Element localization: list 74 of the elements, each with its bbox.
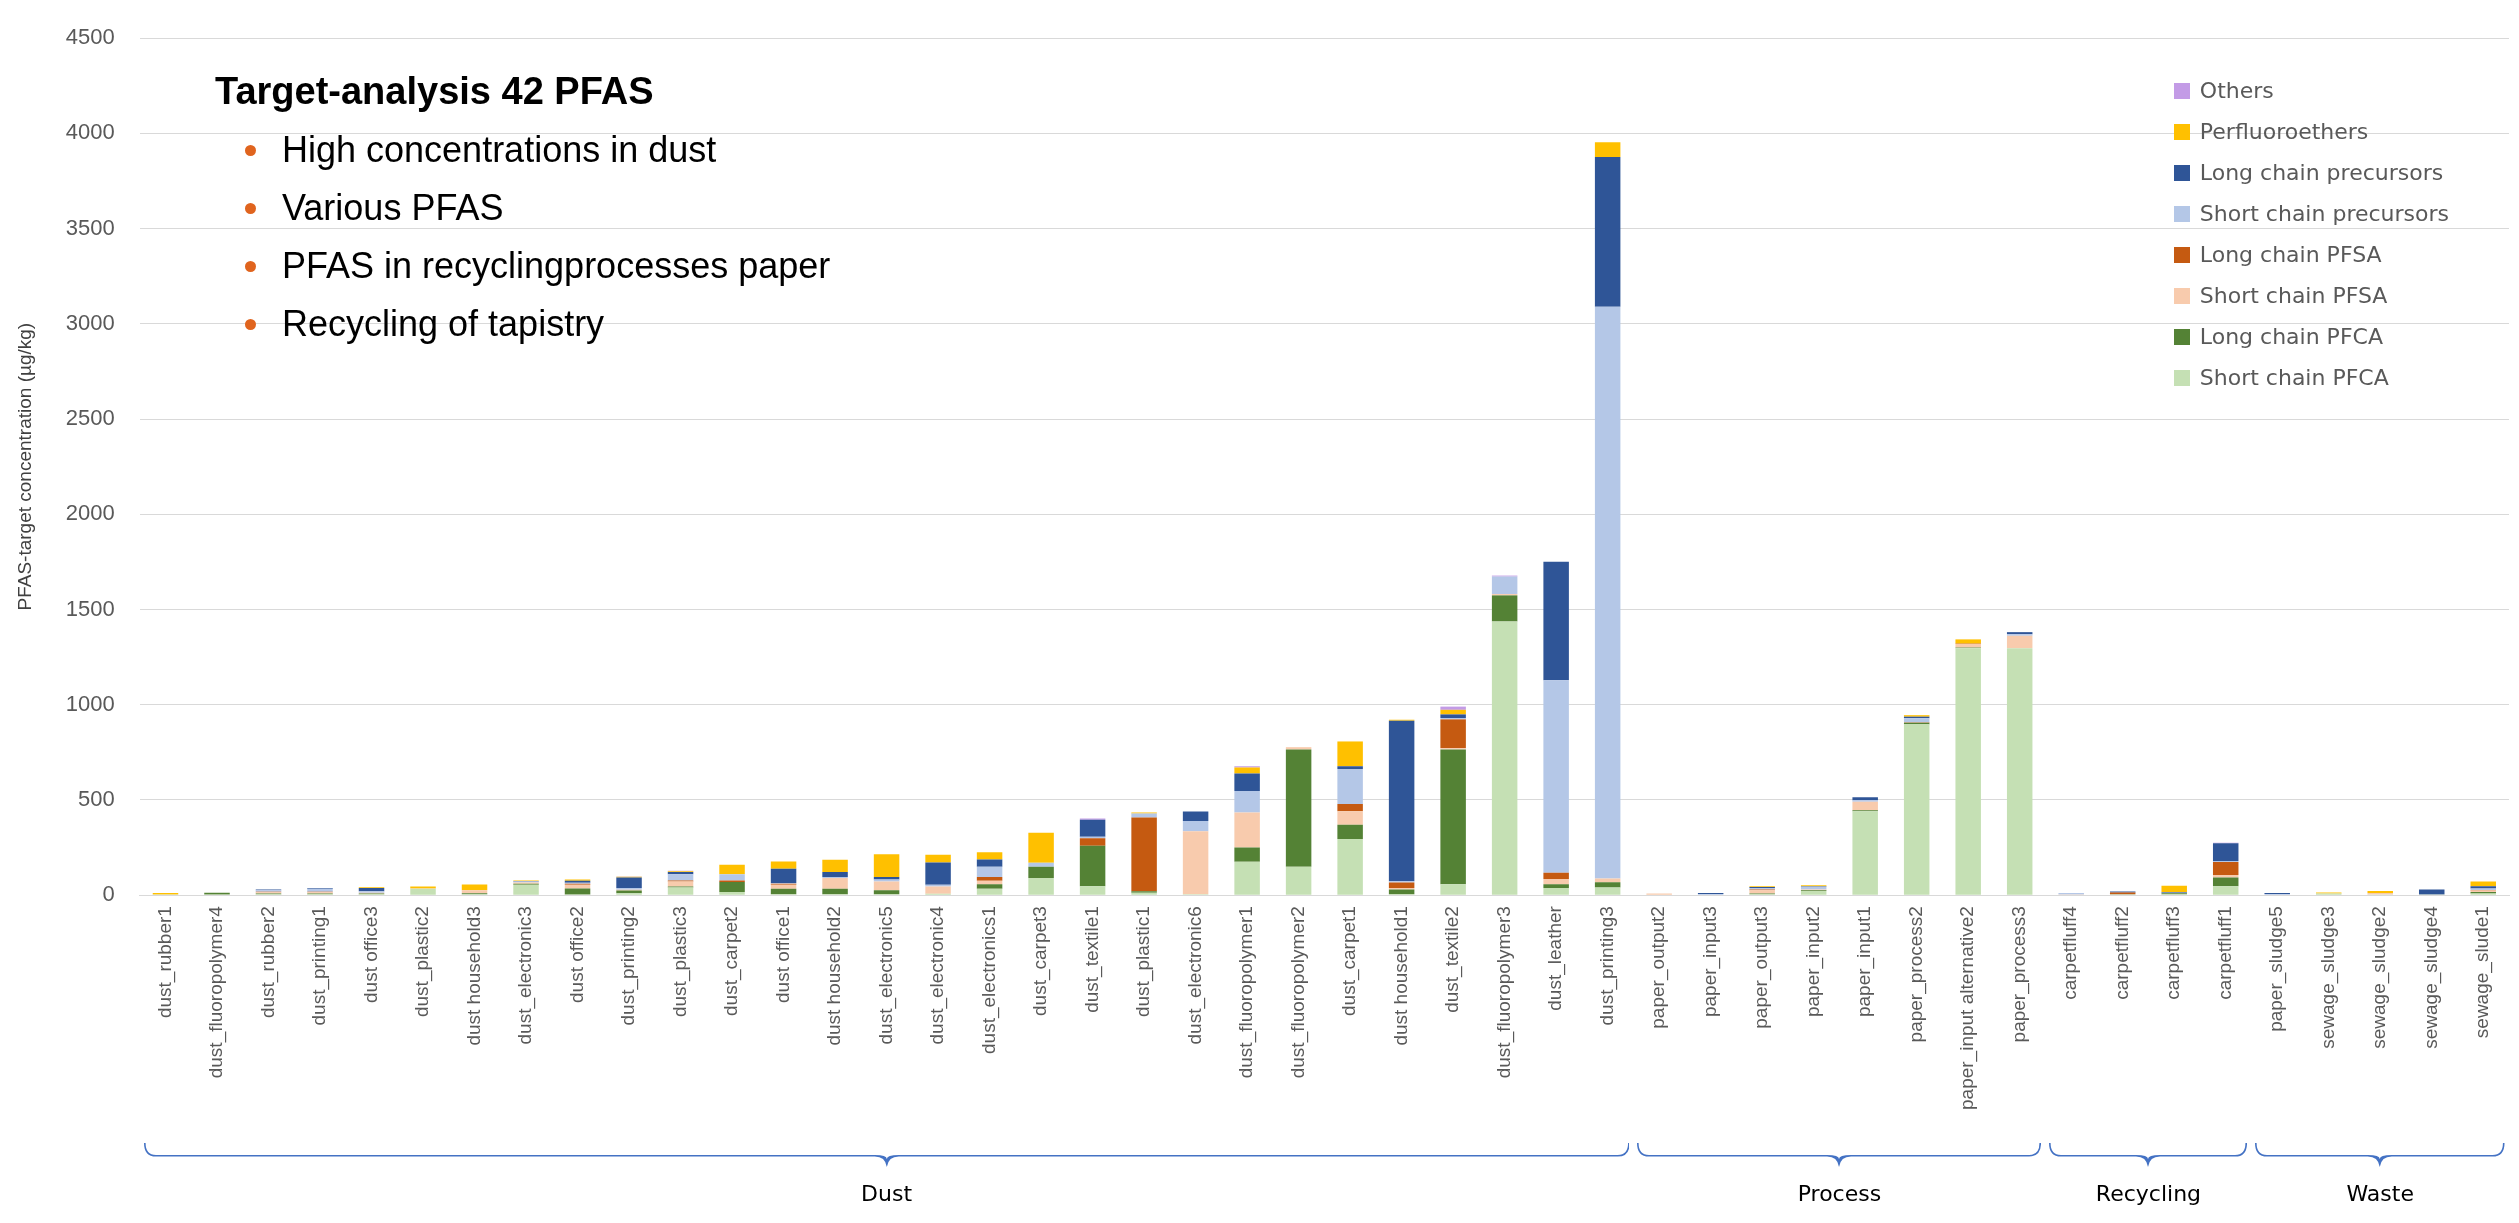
x-tick-label: sewage_sludge2	[2368, 906, 2391, 1049]
x-tick-label: dust_electronic6	[1183, 906, 1206, 1045]
y-tick-label: 1500	[65, 595, 115, 621]
x-tick-label: dust_plastic3	[668, 906, 691, 1018]
text: Recycling	[2095, 1181, 2202, 1206]
text: Waste	[2346, 1181, 2414, 1206]
y-axis-title: PFAS-target concentration (µg/kg)	[13, 322, 35, 611]
legend-label: Long chain precursors	[2199, 160, 2444, 185]
x-tick-label: paper_input alternative2	[1956, 906, 1979, 1111]
x-tick-label: dust_carpet1	[1338, 906, 1361, 1016]
x-tick-label: dust_electronics1	[977, 906, 1000, 1055]
x-tick-label: carpetfluff2	[2110, 906, 2132, 1000]
annotation: PFAS in recyclingprocesses paper	[282, 244, 831, 288]
x-tick-label: dust_rubber1	[153, 906, 176, 1019]
x-tick-label: dust_fluoropolymer4	[205, 905, 228, 1079]
y-tick-label: 500	[78, 785, 115, 811]
x-tick-label: carpetfluff3	[2162, 906, 2184, 1000]
x-tick-label: paper_input2	[1801, 906, 1824, 1018]
legend-label: Long chain PFCA	[2199, 324, 2383, 349]
x-tick-label: dust_fluoropolymer2	[1286, 906, 1309, 1079]
legend-label: Short chain PFCA	[2199, 365, 2389, 390]
legend-label: Others	[2199, 78, 2274, 103]
annotation: Recycling of tapistry	[282, 302, 605, 346]
y-tick-label: 2500	[65, 405, 115, 431]
x-tick-label: dust_textile2	[1441, 906, 1464, 1013]
x-tick-label: dust household3	[462, 906, 484, 1046]
y-tick-label: 4500	[65, 24, 115, 50]
x-tick-label: paper_process3	[2007, 906, 2030, 1043]
legend-label: Long chain PFSA	[2199, 242, 2382, 267]
legend-label: Perfluoroethers	[2199, 119, 2369, 144]
x-tick-label: sewage_slude1	[2471, 906, 2494, 1039]
text: Process	[1797, 1181, 1882, 1206]
x-tick-label: dust_carpet2	[720, 906, 743, 1016]
x-tick-label: dust_textile1	[1080, 906, 1103, 1013]
x-tick-label: paper_input1	[1853, 906, 1876, 1018]
x-tick-label: paper_input3	[1698, 906, 1721, 1018]
x-tick-label: dust_rubber2	[256, 906, 279, 1019]
x-tick-label: carpetfluff1	[2213, 906, 2235, 1000]
x-tick-label: paper_output2	[1647, 906, 1670, 1029]
annotation: Various PFAS	[282, 186, 504, 230]
x-tick-label: dust_plastic2	[411, 906, 434, 1018]
x-tick-label: dust household2	[823, 906, 845, 1046]
x-tick-label: paper_output3	[1750, 906, 1773, 1029]
legend-label: Short chain precursors	[2199, 201, 2449, 226]
x-tick-label: dust household1	[1389, 906, 1411, 1046]
x-tick-label: dust_plastic1	[1132, 906, 1155, 1018]
y-tick-label: 3000	[65, 309, 115, 335]
y-tick-label: 2000	[65, 500, 115, 526]
y-tick-label: 3500	[65, 214, 115, 240]
annotation: High concentrations in dust	[282, 128, 717, 172]
y-tick-label: 4000	[65, 119, 115, 145]
legend-label: Short chain PFSA	[2199, 283, 2388, 308]
x-tick-label: dust_electronic3	[514, 906, 537, 1045]
x-tick-label: dust_printing3	[1595, 906, 1618, 1026]
x-tick-label: dust_printing2	[617, 906, 640, 1026]
x-tick-label: dust_fluoropolymer1	[1235, 906, 1258, 1079]
x-tick-label: sewage_sludge3	[2316, 906, 2339, 1049]
x-tick-label: dust office1	[771, 906, 793, 1003]
x-tick-label: dust_printing1	[308, 906, 331, 1026]
x-tick-label: dust_electronic4	[926, 905, 949, 1045]
x-tick-label: dust_carpet3	[1029, 906, 1052, 1016]
y-tick-label: 1000	[65, 690, 115, 716]
x-tick-label: dust_fluoropolymer3	[1492, 906, 1515, 1079]
x-tick-label: carpetfluff4	[2059, 905, 2081, 1000]
y-tick-label: 0	[102, 881, 115, 907]
x-tick-label: dust_leather	[1544, 905, 1567, 1011]
x-tick-label: dust office2	[565, 906, 587, 1003]
text: Target-analysis 42 PFAS	[215, 70, 655, 113]
x-tick-label: paper_process2	[1904, 906, 1927, 1043]
x-tick-label: paper_sludge5	[2265, 906, 2288, 1032]
x-tick-label: dust_electronic5	[874, 906, 897, 1045]
text: Dust	[861, 1181, 913, 1206]
x-tick-label: dust office3	[359, 906, 381, 1003]
x-tick-label: sewage_sludge4	[2419, 905, 2442, 1049]
